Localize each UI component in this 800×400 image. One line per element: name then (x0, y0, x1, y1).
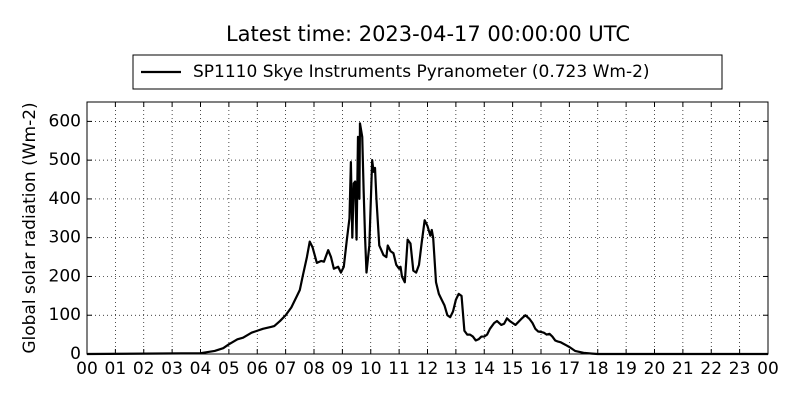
x-tick-label: 20 (644, 359, 666, 379)
x-tick-label: 11 (388, 359, 410, 379)
legend-label: SP1110 Skye Instruments Pyranometer (0.7… (193, 62, 650, 82)
y-axis-label: Global solar radiation (Wm-2) (20, 102, 40, 353)
x-tick-label: 00 (76, 359, 98, 379)
chart-title: Latest time: 2023-04-17 00:00:00 UTC (226, 22, 630, 46)
x-tick-label: 06 (246, 359, 268, 379)
x-tick-label: 03 (161, 359, 183, 379)
plot-frame (86, 101, 769, 355)
legend-box (132, 54, 723, 90)
y-tick-label: 600 (49, 111, 81, 131)
x-tick-label: 00 (757, 359, 779, 379)
x-tick-label: 18 (587, 359, 609, 379)
x-tick-label: 01 (105, 359, 127, 379)
y-tick-label: 300 (49, 228, 81, 248)
x-tick-label: 21 (672, 359, 694, 379)
x-tick-label: 05 (218, 359, 240, 379)
x-tick-label: 09 (332, 359, 354, 379)
x-tick-label: 07 (275, 359, 297, 379)
x-tick-label: 15 (502, 359, 524, 379)
x-tick-label: 12 (417, 359, 439, 379)
x-tick-label: 14 (473, 359, 495, 379)
y-tick-label: 100 (49, 305, 81, 325)
y-tick-label: 400 (49, 189, 81, 209)
y-tick-label: 200 (49, 266, 81, 286)
x-tick-label: 22 (700, 359, 722, 379)
x-tick-label: 23 (729, 359, 751, 379)
x-tick-label: 02 (133, 359, 155, 379)
x-tick-label: 16 (530, 359, 552, 379)
y-tick-label: 0 (70, 344, 81, 364)
data-line (86, 122, 768, 356)
x-tick-label: 04 (190, 359, 212, 379)
y-tick-label: 500 (49, 150, 81, 170)
x-tick-label: 13 (445, 359, 467, 379)
x-tick-label: 10 (360, 359, 382, 379)
x-tick-label: 19 (615, 359, 637, 379)
x-tick-label: 08 (303, 359, 325, 379)
x-tick-label: 17 (559, 359, 581, 379)
